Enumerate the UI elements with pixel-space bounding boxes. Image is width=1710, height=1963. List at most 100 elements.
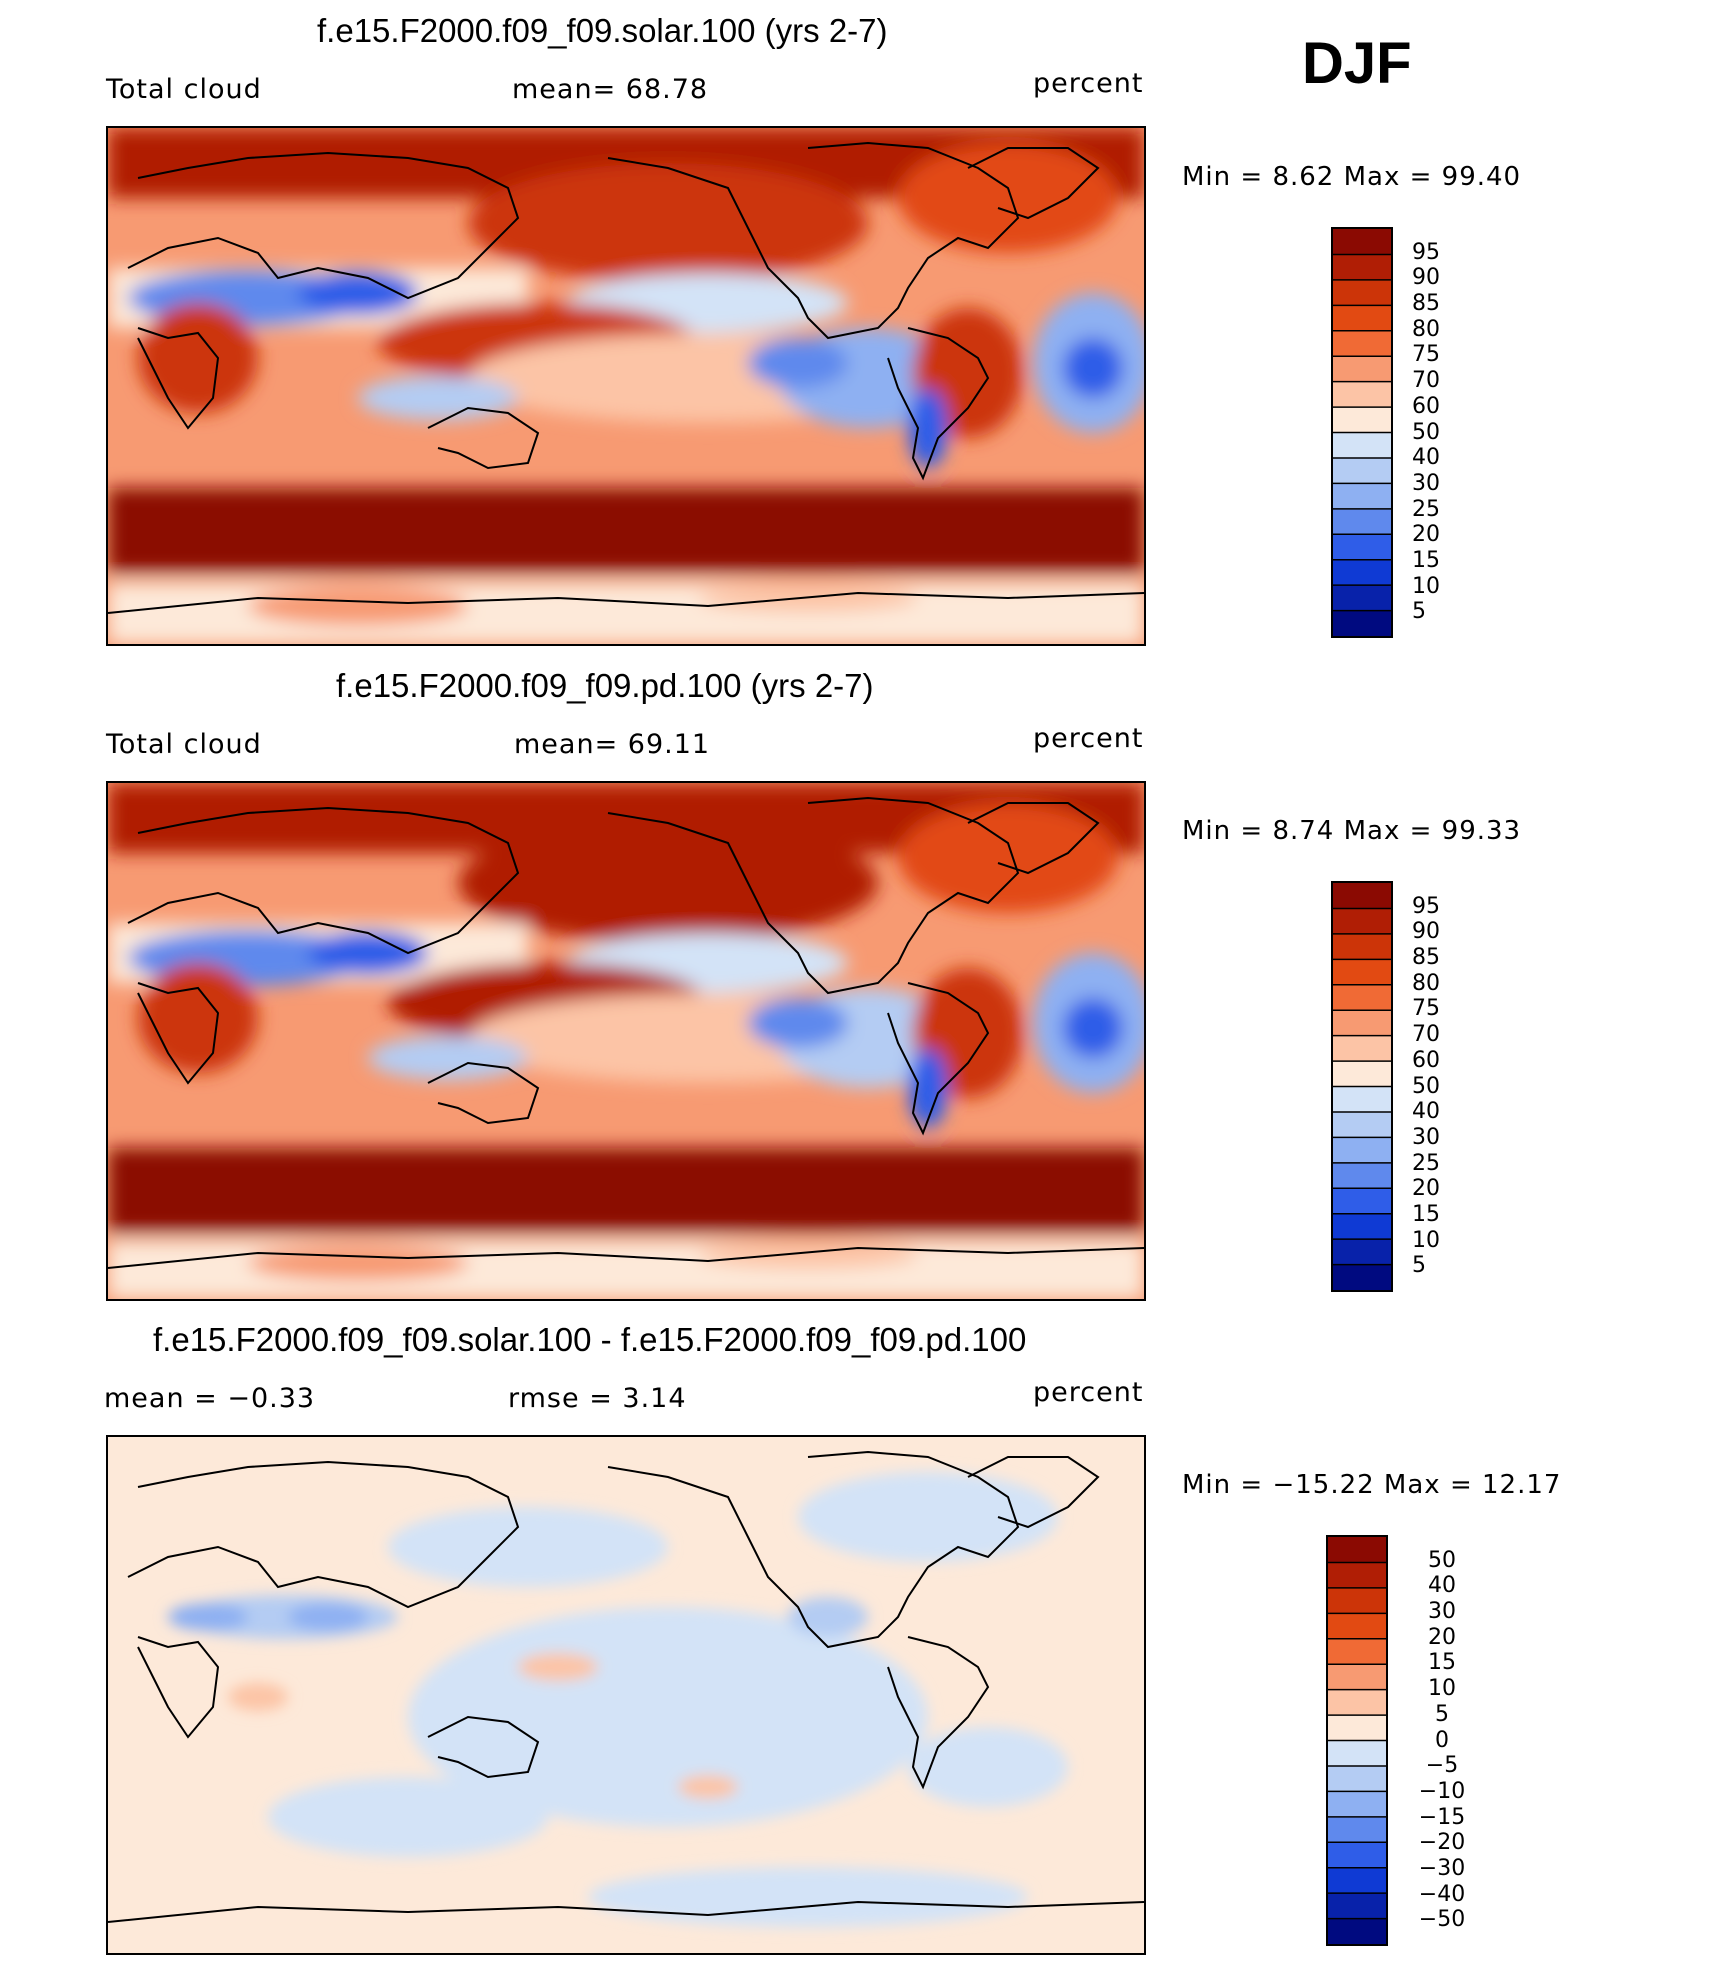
colorbar-tick-label: 15 [1412, 1201, 1440, 1227]
colorbar-swatch [1333, 959, 1391, 986]
panel3-map [106, 1435, 1146, 1955]
colorbar-tick-label: −50 [1418, 1907, 1466, 1933]
colorbar-swatch [1328, 1842, 1386, 1869]
colorbar-swatch [1333, 534, 1391, 561]
colorbar-swatch [1333, 585, 1391, 612]
colorbar-swatch [1333, 610, 1391, 636]
panel2-mean-label: mean= 69.11 [514, 729, 711, 760]
panel3-units-label: percent [1033, 1377, 1144, 1408]
colorbar-swatch [1333, 356, 1391, 383]
colorbar-swatch [1333, 432, 1391, 459]
colorbar-swatch [1333, 908, 1391, 935]
colorbar-swatch [1333, 1111, 1391, 1138]
panel2-colorbar-swatches [1333, 883, 1391, 1290]
panel3-minmax: Min = −15.22 Max = 12.17 [1182, 1470, 1562, 1500]
colorbar-swatch [1333, 457, 1391, 484]
colorbar-tick-label: 85 [1412, 945, 1440, 971]
colorbar-tick-label: 25 [1412, 496, 1440, 522]
colorbar-swatch [1333, 407, 1391, 433]
colorbar-tick-label: 50 [1412, 419, 1440, 445]
colorbar-swatch [1333, 483, 1391, 510]
panel1-units-label: percent [1033, 68, 1144, 99]
colorbar-swatch [1333, 1035, 1391, 1062]
colorbar-swatch [1333, 1162, 1391, 1189]
panel1-variable-label: Total cloud [106, 74, 262, 105]
colorbar-tick-label: 5 [1412, 1253, 1426, 1279]
panel2-variable-label: Total cloud [106, 729, 262, 760]
colorbar-swatch [1333, 933, 1391, 960]
colorbar-tick-label: 5 [1412, 599, 1426, 625]
colorbar-tick-label: −20 [1418, 1830, 1466, 1856]
colorbar-tick-label: 80 [1412, 316, 1440, 342]
colorbar-tick-label: 15 [1412, 547, 1440, 573]
colorbar-swatch [1328, 1587, 1386, 1614]
colorbar-tick-label: 25 [1412, 1150, 1440, 1176]
colorbar-tick-label: 70 [1412, 1022, 1440, 1048]
colorbar-tick-label: −10 [1418, 1778, 1466, 1804]
colorbar-swatch [1328, 1537, 1386, 1563]
colorbar-tick-label: 30 [1412, 1124, 1440, 1150]
panel1-minmax: Min = 8.62 Max = 99.40 [1182, 162, 1522, 192]
colorbar-swatch [1328, 1893, 1386, 1920]
colorbar-swatch [1328, 1638, 1386, 1665]
colorbar-swatch [1328, 1867, 1386, 1894]
colorbar-swatch [1328, 1715, 1386, 1741]
colorbar-tick-label: 95 [1412, 893, 1440, 919]
colorbar-tick-label: −30 [1418, 1855, 1466, 1881]
colorbar-swatch [1328, 1613, 1386, 1640]
panel2-map [106, 781, 1146, 1301]
panel2-minmax: Min = 8.74 Max = 99.33 [1182, 816, 1522, 846]
colorbar-tick-label: −5 [1425, 1753, 1459, 1779]
colorbar-tick-label: 50 [1428, 1547, 1456, 1573]
colorbar-tick-label: 90 [1412, 919, 1440, 945]
colorbar-tick-label: 30 [1412, 470, 1440, 496]
panel1-colorbar-swatches [1333, 229, 1391, 636]
colorbar-swatch [1328, 1918, 1386, 1944]
colorbar-tick-label: 95 [1412, 239, 1440, 265]
panel2-title: f.e15.F2000.f09_f09.pd.100 (yrs 2-7) [336, 667, 874, 704]
colorbar-swatch [1328, 1562, 1386, 1589]
colorbar-tick-label: 15 [1428, 1650, 1456, 1676]
panel1-colorbar [1331, 227, 1393, 638]
colorbar-tick-label: 90 [1412, 265, 1440, 291]
colorbar-tick-label: 20 [1412, 1176, 1440, 1202]
colorbar-swatch [1333, 330, 1391, 357]
colorbar-swatch [1333, 559, 1391, 586]
colorbar-swatch [1333, 508, 1391, 535]
colorbar-tick-label: 60 [1412, 1047, 1440, 1073]
panel1-map [106, 126, 1146, 646]
colorbar-tick-label: 40 [1412, 1099, 1440, 1125]
colorbar-tick-label: 40 [1412, 445, 1440, 471]
colorbar-swatch [1333, 984, 1391, 1011]
colorbar-swatch [1333, 1061, 1391, 1087]
panel3-colorbar [1326, 1535, 1388, 1946]
colorbar-tick-label: 10 [1412, 573, 1440, 599]
panel3-mean-label: mean = −0.33 [104, 1383, 316, 1414]
colorbar-tick-label: 85 [1412, 291, 1440, 317]
panel2-colorbar [1331, 881, 1393, 1292]
colorbar-tick-label: 75 [1412, 996, 1440, 1022]
colorbar-swatch [1328, 1816, 1386, 1843]
colorbar-tick-label: 75 [1412, 342, 1440, 368]
colorbar-swatch [1333, 1239, 1391, 1266]
colorbar-tick-label: 60 [1412, 393, 1440, 419]
panel1-mean-label: mean= 68.78 [512, 74, 709, 105]
colorbar-tick-label: 10 [1428, 1676, 1456, 1702]
colorbar-swatch [1333, 1086, 1391, 1113]
colorbar-swatch [1333, 305, 1391, 332]
colorbar-swatch [1328, 1740, 1386, 1767]
colorbar-tick-label: 5 [1435, 1701, 1449, 1727]
colorbar-tick-label: −40 [1418, 1881, 1466, 1907]
colorbar-swatch [1333, 883, 1391, 909]
colorbar-tick-label: 80 [1412, 970, 1440, 996]
colorbar-swatch [1328, 1689, 1386, 1716]
colorbar-swatch [1328, 1791, 1386, 1818]
colorbar-tick-label: 30 [1428, 1599, 1456, 1625]
colorbar-swatch [1333, 279, 1391, 306]
panel1-title: f.e15.F2000.f09_f09.solar.100 (yrs 2-7) [317, 12, 888, 49]
panel3-colorbar-swatches [1328, 1537, 1386, 1944]
colorbar-tick-label: 20 [1428, 1624, 1456, 1650]
colorbar-swatch [1333, 254, 1391, 281]
colorbar-swatch [1333, 1213, 1391, 1240]
colorbar-swatch [1333, 1188, 1391, 1215]
